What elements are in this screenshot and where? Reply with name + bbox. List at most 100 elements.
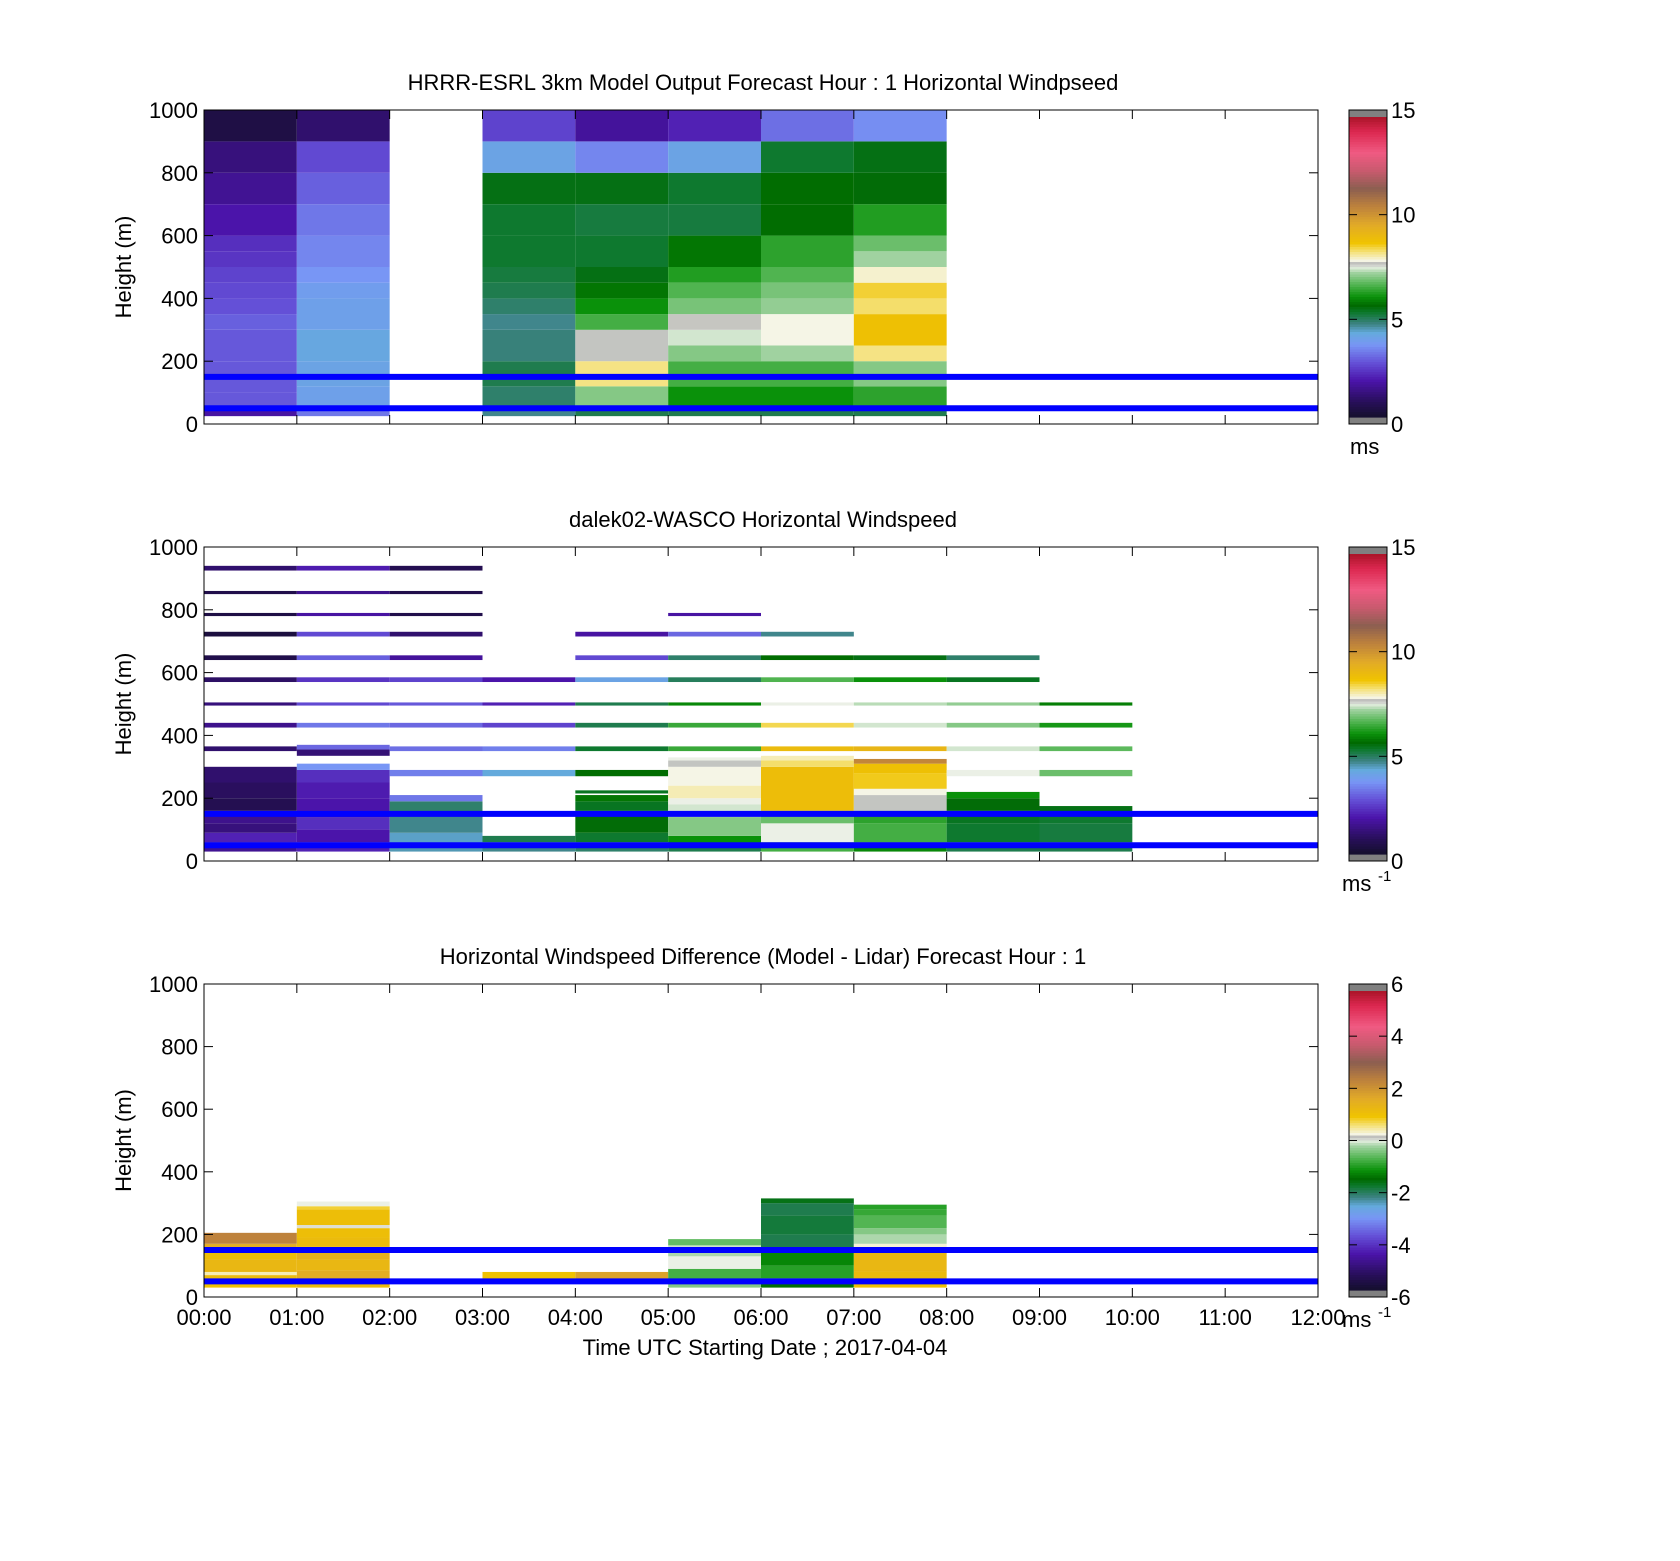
colorbar-swatch (1349, 721, 1387, 725)
heatmap-cell (668, 141, 761, 173)
heatmap-cell (482, 141, 576, 173)
colorbar-swatch (1349, 564, 1387, 568)
heatmap-cell (296, 763, 390, 770)
heatmap-cell (389, 590, 483, 595)
heatmap-cell (668, 386, 761, 407)
colorbar-swatch (1349, 1272, 1387, 1276)
colorbar-tick-label: 0 (1391, 412, 1403, 437)
colorbar-swatch (1349, 139, 1387, 143)
colorbar-swatch (1349, 844, 1387, 848)
heatmap-cell (575, 282, 669, 299)
heatmap-cell (389, 795, 483, 802)
colorbar-swatch (1349, 1025, 1387, 1029)
heatmap-cell (668, 722, 761, 728)
heatmap-cell (296, 1225, 390, 1229)
colorbar-swatch (1349, 354, 1387, 358)
heatmap-cell (668, 267, 761, 283)
heatmap-cell (853, 267, 947, 283)
colorbar-swatch (1349, 1115, 1387, 1119)
heatmap-cell (482, 722, 576, 728)
colorbar-swatch (1349, 689, 1387, 693)
colorbar-swatch (1349, 1113, 1387, 1117)
heatmap-cell (204, 565, 297, 571)
y-tick-label: 800 (161, 598, 198, 623)
heatmap-cell (668, 329, 761, 346)
x-tick-label: 03:00 (455, 1305, 510, 1330)
colorbar-swatch (1349, 179, 1387, 183)
heatmap-cell (761, 1250, 854, 1266)
colorbar-swatch (1349, 649, 1387, 653)
colorbar-swatch (1349, 324, 1387, 328)
heatmap-cell (296, 817, 390, 830)
colorbar-swatch (1349, 249, 1387, 253)
colorbar-tick-label: 2 (1391, 1076, 1403, 1101)
heatmap-cell (204, 251, 297, 267)
colorbar-swatch (1349, 224, 1387, 228)
colorbar-swatch (1349, 806, 1387, 810)
colorbar-swatch (1349, 287, 1387, 291)
y-tick-label: 600 (161, 661, 198, 686)
colorbar-swatch (1349, 576, 1387, 580)
colorbar-swatch (1349, 719, 1387, 723)
colorbar-swatch (1349, 364, 1387, 368)
x-tick-label: 04:00 (548, 1305, 603, 1330)
heatmap-cell (761, 746, 854, 752)
colorbar: 0 5 10 15 ms (1348, 98, 1415, 459)
colorbar-tick-label: 15 (1391, 98, 1415, 123)
colorbar-swatch (1349, 247, 1387, 251)
colorbar-swatch (1349, 1245, 1387, 1249)
heatmap-cell (575, 790, 669, 794)
heatmap-cell (1039, 806, 1133, 814)
colorbar-swatch (1349, 749, 1387, 753)
colorbar-swatch (1349, 786, 1387, 790)
heatmap-cell (296, 141, 390, 173)
colorbar-swatch (1349, 374, 1387, 378)
colorbar-swatch (1349, 734, 1387, 738)
heatmap-cell (389, 677, 483, 683)
colorbar-tick-label: 5 (1391, 744, 1403, 769)
colorbar-swatch (1349, 741, 1387, 745)
colorbar-swatch (1349, 554, 1387, 558)
y-tick-label: 200 (161, 349, 198, 374)
heatmap-cell (389, 801, 483, 814)
heatmap-cell (204, 798, 297, 811)
heatmap-cell (761, 631, 854, 637)
heatmap-cell (946, 702, 1040, 706)
heatmap-cell (1039, 746, 1133, 752)
heatmap-cells (204, 565, 1133, 852)
colorbar-swatch (1349, 993, 1387, 997)
chart-title: dalek02-WASCO Horizontal Windspeed (569, 507, 957, 532)
x-tick-label: 10:00 (1105, 1305, 1160, 1330)
colorbar-swatch (1349, 1013, 1387, 1017)
colorbar-swatch (1349, 347, 1387, 351)
colorbar-swatch (1349, 1135, 1387, 1139)
colorbar-swatch (1349, 1177, 1387, 1181)
colorbar-swatch (1349, 1282, 1387, 1286)
colorbar-swatch (1349, 314, 1387, 318)
colorbar-swatch (1349, 995, 1387, 1000)
colorbar-swatch (1349, 414, 1387, 418)
heatmap-cell (575, 655, 669, 661)
colorbar-swatch (1349, 769, 1387, 773)
heatmap-cell (761, 298, 854, 315)
colorbar-swatch (1349, 319, 1387, 323)
colorbar-tick-label: 0 (1391, 849, 1403, 874)
colorbar-swatch (1349, 1235, 1387, 1239)
y-axis-label: Height (m) (111, 216, 136, 319)
colorbar-cap-high (1349, 984, 1387, 991)
heatmap-cell (946, 722, 1040, 728)
colorbar-swatch (1349, 561, 1387, 565)
y-tick-label: 800 (161, 1035, 198, 1060)
x-tick-label: 05:00 (641, 1305, 696, 1330)
colorbar-swatch (1349, 1128, 1387, 1132)
x-tick-label: 02:00 (362, 1305, 417, 1330)
colorbar-swatch (1349, 624, 1387, 628)
heatmap-cell (668, 677, 761, 683)
colorbar-swatch (1349, 556, 1387, 560)
colorbar-swatch (1349, 836, 1387, 840)
colorbar-tick-label: 10 (1391, 640, 1415, 665)
colorbar-swatch (1349, 736, 1387, 740)
colorbar-tick-label: 0 (1391, 1129, 1403, 1154)
colorbar-swatch (1349, 594, 1387, 598)
y-tick-label: 1000 (149, 972, 198, 997)
